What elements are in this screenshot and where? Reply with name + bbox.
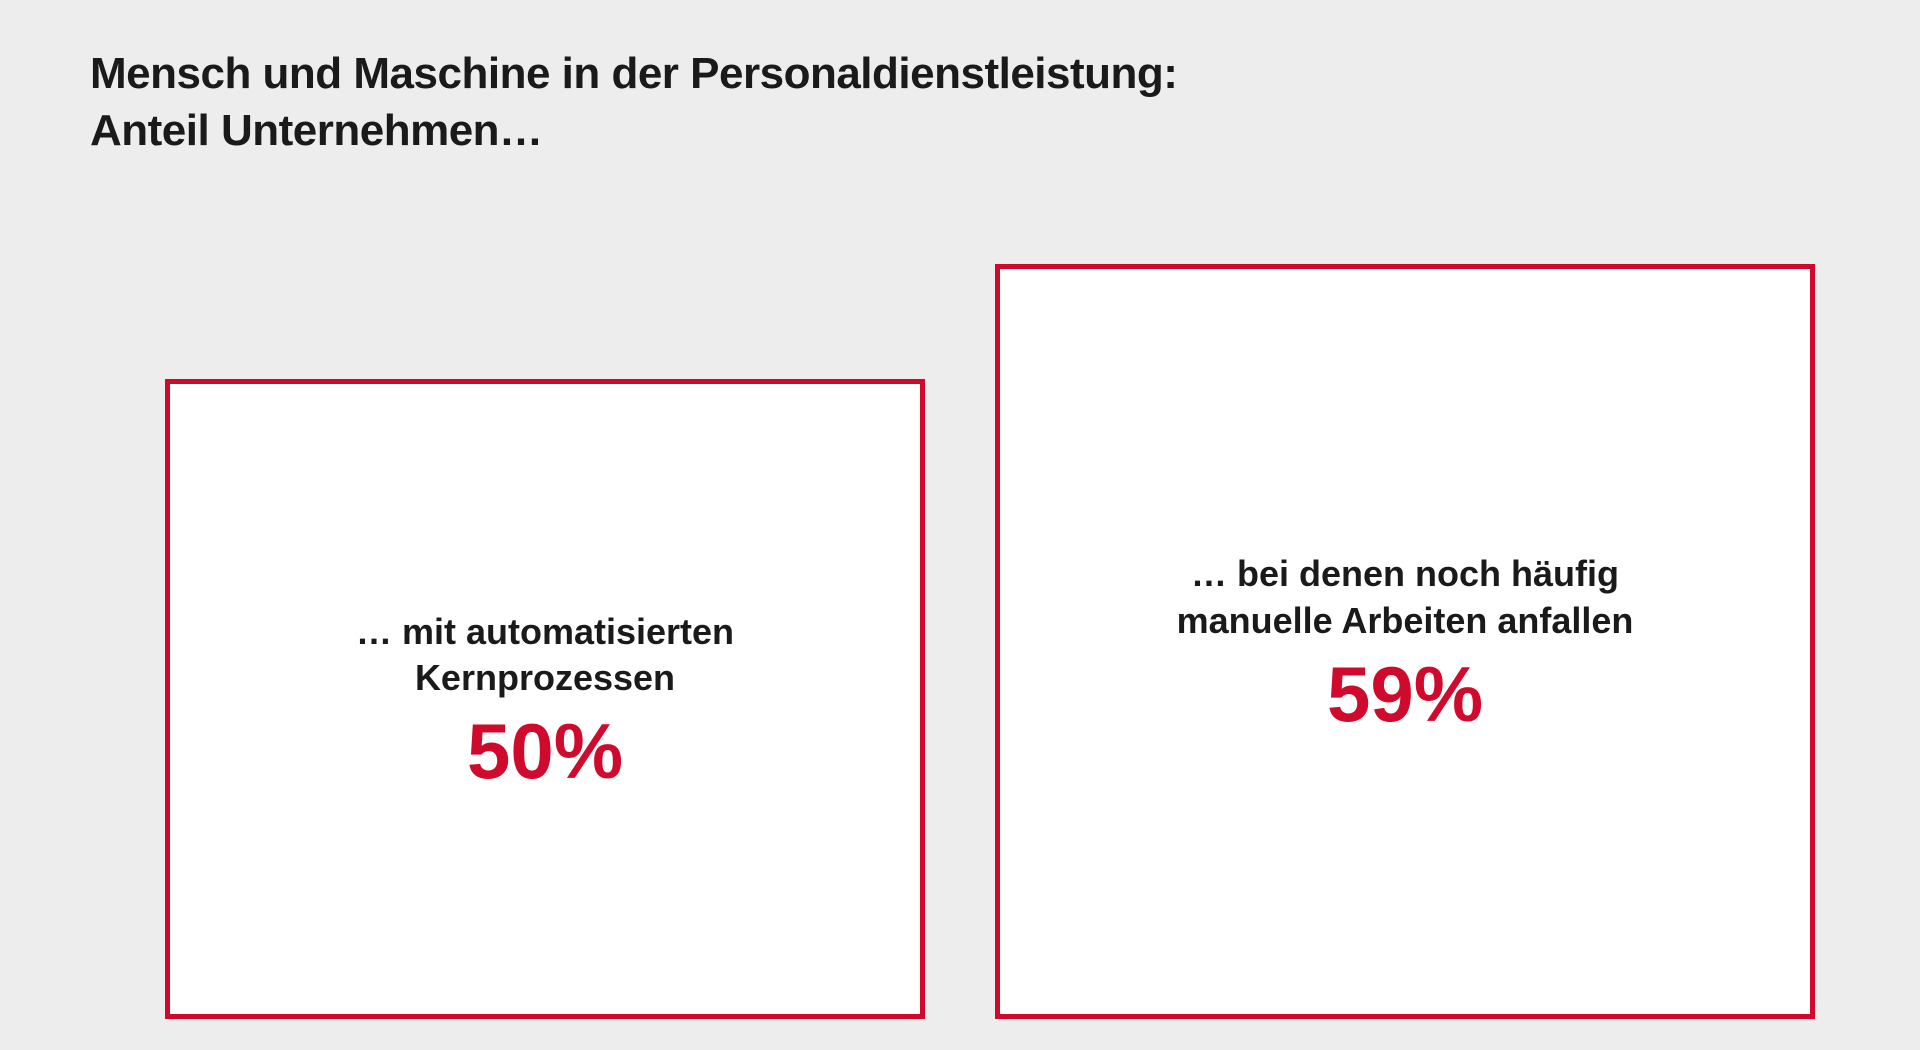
title-line-2: Anteil Unternehmen…: [90, 106, 543, 155]
stat-label-line-2: Kernprozessen: [415, 657, 675, 698]
stat-label-line-2: manuelle Arbeiten anfallen: [1177, 600, 1634, 641]
stat-value: 50%: [467, 712, 623, 790]
title-line-1: Mensch und Maschine in der Personaldiens…: [90, 49, 1177, 98]
stat-label: … bei denen noch häufig manuelle Arbeite…: [1177, 551, 1634, 645]
stat-value: 59%: [1327, 655, 1483, 733]
stat-label-line-1: … bei denen noch häufig: [1191, 553, 1619, 594]
chart-area: … mit automatisierten Kernprozessen 50% …: [90, 259, 1830, 1019]
page-title: Mensch und Maschine in der Personaldiens…: [90, 45, 1830, 159]
stat-box-manual: … bei denen noch häufig manuelle Arbeite…: [995, 264, 1815, 1019]
stat-box-automated: … mit automatisierten Kernprozessen 50%: [165, 379, 925, 1019]
stat-label-line-1: … mit automatisierten: [356, 611, 734, 652]
stat-label: … mit automatisierten Kernprozessen: [356, 609, 734, 703]
